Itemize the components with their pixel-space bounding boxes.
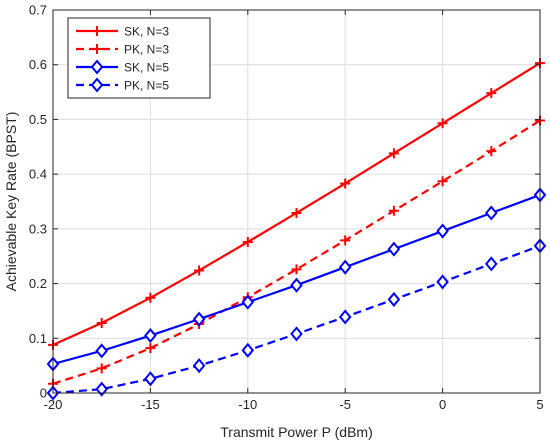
data-point — [338, 309, 352, 325]
data-point — [291, 207, 302, 218]
data-point — [144, 371, 157, 387]
data-point — [388, 148, 399, 159]
x-tick-label: -20 — [44, 397, 63, 412]
y-tick-label: 0 — [40, 386, 47, 401]
data-point — [387, 291, 401, 308]
y-tick-label: 0.3 — [29, 221, 47, 236]
series-line — [52, 119, 541, 385]
data-point — [387, 241, 401, 257]
data-point — [96, 317, 107, 328]
legend-marker — [92, 44, 102, 54]
legend-item: SK, N=3 — [76, 25, 169, 39]
legend-marker — [90, 77, 104, 93]
legend-item: SK, N=5 — [76, 59, 169, 75]
data-point — [338, 259, 352, 275]
data-point — [95, 381, 109, 397]
x-tick-label: -10 — [238, 397, 257, 412]
y-tick-label: 0.2 — [29, 276, 47, 291]
data-point — [192, 311, 206, 327]
y-tick-label: 0.6 — [29, 57, 47, 72]
legend-label: SK, N=3 — [124, 25, 169, 39]
y-axis-label: Achievable Key Rate (BPST) — [3, 112, 19, 292]
series-layer — [46, 58, 547, 401]
x-tick-label: -15 — [141, 397, 160, 412]
series-1 — [48, 58, 545, 350]
data-point — [486, 88, 497, 99]
ticks: -20 -15 -10 -5 0 5 0 0.1 0.2 0.3 0.4 0.5 0.6 0.7 — [29, 3, 544, 413]
data-point — [291, 264, 302, 275]
data-point — [486, 146, 497, 157]
data-point — [436, 274, 449, 290]
y-tick-label: 0.4 — [29, 167, 47, 182]
legend-marker — [92, 26, 102, 36]
plot-frame — [52, 9, 541, 394]
legend-label: PK, N=5 — [124, 79, 169, 93]
legend-item: PK, N=3 — [76, 43, 169, 57]
data-point — [242, 236, 253, 247]
legend: SK, N=3 PK, N=3 SK, N=5 PK, N=5 — [67, 17, 211, 99]
data-point — [145, 343, 156, 354]
data-point — [436, 223, 449, 239]
legend-label: PK, N=3 — [124, 43, 169, 57]
data-point — [194, 265, 205, 276]
data-point — [290, 277, 303, 293]
y-tick-label: 0.1 — [29, 331, 47, 346]
data-point — [144, 327, 157, 344]
legend-item: PK, N=5 — [76, 77, 169, 93]
data-point — [290, 326, 303, 342]
data-point — [241, 342, 255, 358]
x-tick-label: -5 — [339, 397, 351, 412]
series-3 — [46, 187, 547, 372]
data-point — [96, 363, 107, 374]
y-tick-label: 0.5 — [29, 112, 47, 127]
x-tick-label: 0 — [439, 397, 446, 412]
data-point — [340, 178, 351, 189]
data-point — [484, 205, 498, 221]
data-point — [192, 358, 206, 374]
data-point — [437, 176, 448, 187]
y-tick-label: 0.7 — [29, 3, 47, 18]
data-point — [484, 256, 498, 272]
x-tick-label: 5 — [536, 397, 543, 412]
data-point — [95, 343, 109, 359]
series-4 — [46, 238, 547, 401]
data-point — [340, 235, 351, 246]
x-axis-label: Transmit Power P (dBm) — [220, 424, 372, 440]
legend-marker — [90, 59, 104, 75]
data-point — [388, 205, 399, 216]
data-point — [241, 294, 255, 310]
legend-label: SK, N=5 — [124, 61, 169, 75]
data-point — [145, 292, 156, 303]
data-point — [437, 118, 448, 129]
